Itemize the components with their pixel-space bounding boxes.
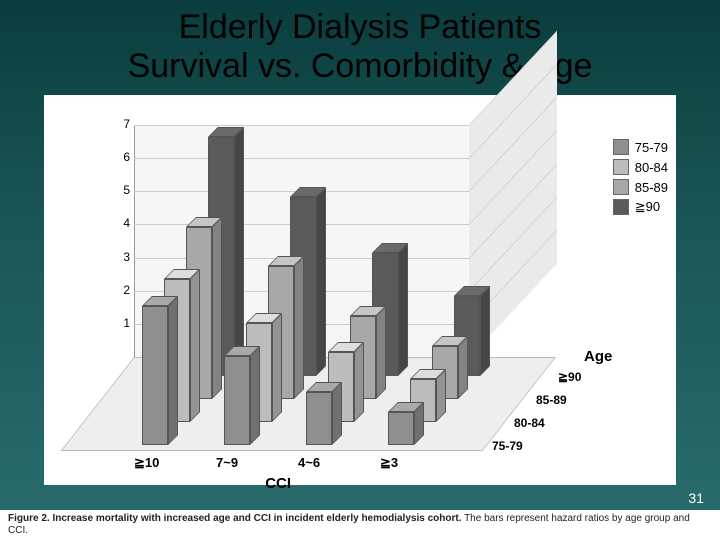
y-tick-label: 6 [112, 150, 130, 164]
chart-panel: 1234567 ≧107~94~6≧3 75-7980-8485-89≧90 C… [44, 95, 676, 485]
slide-title: Elderly Dialysis Patients Survival vs. C… [0, 8, 720, 86]
y-tick-label: 2 [112, 283, 130, 297]
legend-label: 75-79 [635, 140, 668, 155]
legend-item: 75-79 [613, 139, 668, 155]
legend-swatch [613, 179, 629, 195]
legend-swatch [613, 199, 629, 215]
legend-item: 85-89 [613, 179, 668, 195]
caption-bold: Figure 2. Increase mortality with increa… [8, 513, 461, 524]
y-tick-label: 5 [112, 183, 130, 197]
y-tick-label: 4 [112, 216, 130, 230]
x-axis-title: CCI [265, 475, 291, 492]
z-category-label: 80-84 [514, 416, 545, 430]
y-tick-label: 1 [112, 316, 130, 330]
legend-label: 80-84 [635, 160, 668, 175]
figure-caption: Figure 2. Increase mortality with increa… [0, 510, 720, 540]
slide: Elderly Dialysis Patients Survival vs. C… [0, 0, 720, 540]
y-tick-label: 7 [112, 117, 130, 131]
gridline [134, 125, 469, 126]
title-line-1: Elderly Dialysis Patients [179, 8, 542, 46]
bar [306, 392, 332, 445]
legend-item: 80-84 [613, 159, 668, 175]
legend-label: ≧90 [635, 199, 660, 215]
x-category-label: ≧10 [134, 455, 159, 471]
z-category-label: 85-89 [536, 393, 567, 407]
bar [224, 356, 250, 445]
z-category-label: 75-79 [492, 439, 523, 453]
legend: 75-79 80-84 85-89 ≧90 [613, 135, 668, 219]
legend-swatch [613, 139, 629, 155]
plot-3d: 1234567 ≧107~94~6≧3 75-7980-8485-89≧90 C… [64, 107, 584, 467]
z-category-label: ≧90 [558, 370, 581, 384]
x-category-label: ≧3 [380, 455, 398, 471]
z-axis-title: Age [584, 348, 612, 365]
legend-swatch [613, 159, 629, 175]
y-tick-label: 3 [112, 250, 130, 264]
x-category-label: 4~6 [298, 455, 320, 470]
slide-number: 31 [688, 490, 704, 506]
bar [142, 306, 168, 445]
bar [388, 412, 414, 445]
gridline [134, 158, 469, 159]
legend-label: 85-89 [635, 180, 668, 195]
legend-item: ≧90 [613, 199, 668, 215]
x-category-label: 7~9 [216, 455, 238, 470]
